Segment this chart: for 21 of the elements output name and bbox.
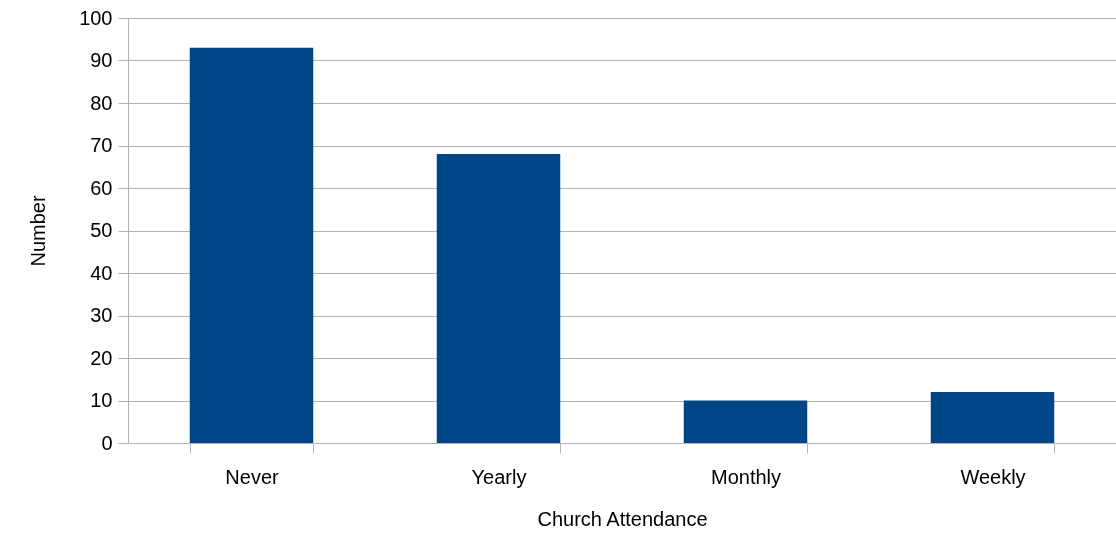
y-tick-label: 30 bbox=[90, 304, 113, 326]
y-tick-label: 50 bbox=[90, 219, 113, 241]
y-tick-label: 40 bbox=[90, 261, 113, 284]
y-axis-title: Number bbox=[27, 195, 50, 267]
y-tick-label: 10 bbox=[90, 389, 113, 411]
y-tick-label: 90 bbox=[90, 49, 113, 71]
x-tick-label: Yearly bbox=[471, 465, 527, 488]
y-tick-label: 0 bbox=[101, 431, 113, 454]
x-tick-label: Never bbox=[225, 465, 280, 488]
bar bbox=[189, 47, 314, 443]
x-axis-title: Church Attendance bbox=[537, 507, 708, 530]
y-tick-label: 100 bbox=[79, 6, 113, 29]
x-tick-label: Monthly bbox=[710, 465, 782, 488]
y-tick-label: 80 bbox=[90, 91, 113, 114]
bar bbox=[436, 154, 561, 443]
bar bbox=[683, 400, 808, 443]
x-tick-label: Weekly bbox=[960, 465, 1026, 488]
y-tick-label: 20 bbox=[90, 346, 113, 369]
y-tick-label: 70 bbox=[90, 134, 113, 156]
bar bbox=[930, 392, 1055, 443]
y-tick-label: 60 bbox=[90, 176, 113, 199]
